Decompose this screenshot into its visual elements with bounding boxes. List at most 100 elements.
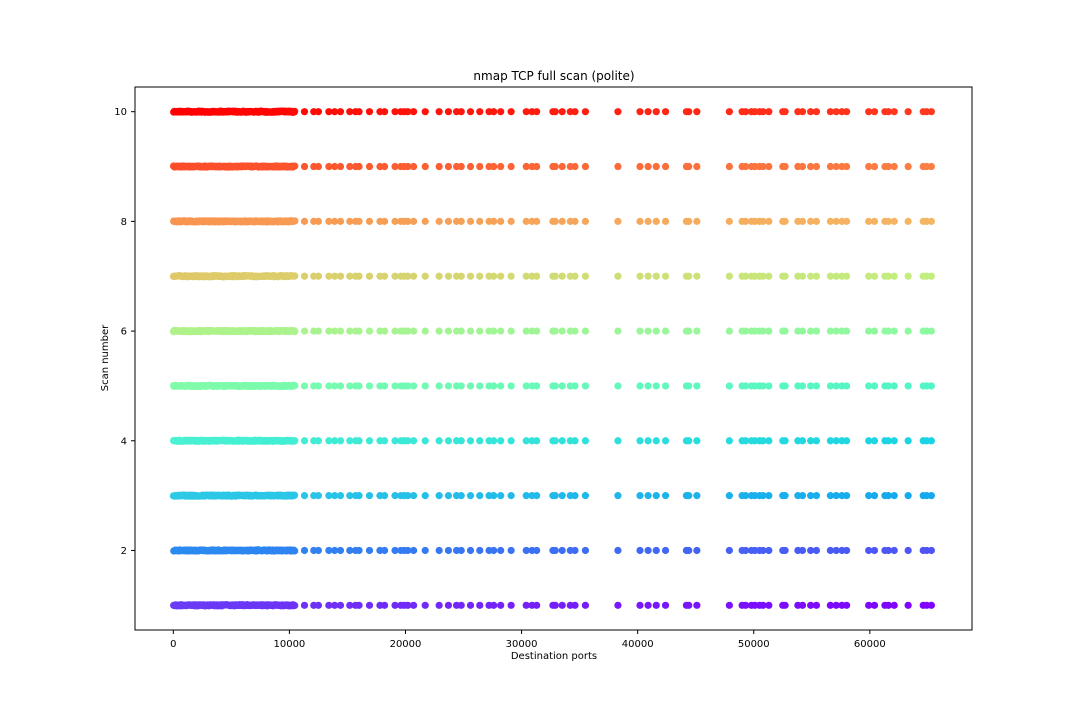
data-point-scan-10	[551, 108, 559, 116]
data-point-scan-4	[742, 437, 750, 445]
y-axis-label: Scan number	[100, 324, 111, 391]
data-point-scan-10	[644, 108, 652, 116]
data-point-scan-2	[826, 546, 834, 555]
data-point-scan-9	[404, 162, 412, 171]
data-point-scan-7	[652, 272, 660, 280]
data-point-scan-7	[457, 272, 465, 280]
data-point-scan-1	[300, 601, 309, 609]
data-point-scan-2	[435, 546, 443, 555]
data-point-scan-4	[346, 437, 354, 445]
data-point-scan-4	[533, 437, 541, 445]
data-point-scan-3	[476, 492, 484, 500]
data-point-scan-8	[759, 217, 767, 225]
data-point-scan-8	[826, 217, 834, 225]
data-point-scan-10	[466, 108, 475, 116]
chart-title: nmap TCP full scan (polite)	[473, 69, 634, 83]
data-point-scan-1	[798, 601, 807, 609]
data-point-scan-3	[890, 492, 898, 500]
data-point-scan-1	[457, 601, 465, 609]
data-point-scan-6	[507, 327, 515, 335]
data-point-scan-8	[661, 217, 670, 225]
x-tick-label: 60000	[854, 639, 886, 650]
data-point-scan-8	[336, 217, 345, 225]
data-point-scan-4	[404, 437, 412, 445]
data-point-scan-1	[636, 601, 644, 609]
data-point-scan-8	[533, 217, 541, 225]
data-point-scan-5	[497, 382, 505, 390]
data-point-scan-3	[571, 492, 579, 500]
data-point-scan-8	[571, 217, 579, 225]
data-point-scan-9	[614, 162, 622, 171]
data-points	[169, 107, 935, 610]
data-point-scan-10	[614, 108, 622, 116]
data-point-scan-6	[884, 327, 893, 335]
data-point-scan-9	[507, 162, 515, 171]
data-point-scan-6	[781, 327, 789, 335]
data-point-scan-6	[865, 327, 873, 335]
data-point-scan-10	[346, 108, 354, 116]
data-point-scan-1	[884, 601, 893, 609]
data-point-scan-10	[444, 108, 453, 116]
data-point-scan-10	[314, 108, 323, 116]
data-point-scan-2	[865, 546, 873, 555]
data-point-scan-4	[466, 437, 475, 445]
data-point-scan-3	[759, 492, 767, 500]
data-point-scan-1	[336, 601, 345, 609]
data-point-scan-6	[742, 327, 750, 335]
data-point-scan-1	[904, 601, 912, 609]
data-point-scan-2	[522, 546, 530, 555]
data-point-scan-1	[466, 601, 475, 609]
data-point-scan-5	[798, 382, 807, 390]
data-point-scan-3	[904, 492, 912, 500]
data-point-scan-3	[421, 492, 429, 500]
data-point-scan-1	[765, 601, 773, 609]
data-point-scan-6	[466, 327, 475, 335]
data-point-scan-5	[380, 382, 389, 390]
data-point-scan-7	[346, 272, 354, 280]
data-point-scan-5	[812, 382, 821, 390]
data-point-scan-2	[497, 546, 505, 555]
data-point-scan-1	[551, 601, 559, 609]
data-point-scan-6	[325, 327, 333, 335]
plot-area-frame	[134, 86, 973, 631]
data-point-scan-3	[865, 492, 873, 500]
data-point-scan-3	[884, 492, 893, 500]
data-point-scan-4	[693, 437, 701, 445]
data-point-scan-4	[300, 437, 309, 445]
data-point-scan-9	[551, 162, 559, 171]
x-tick-label: 10000	[273, 639, 305, 650]
data-point-scan-9	[314, 162, 323, 171]
data-point-scan-1	[781, 601, 789, 609]
data-point-scan-6	[832, 327, 840, 335]
data-point-scan-1	[581, 601, 590, 609]
data-point-scan-9	[661, 162, 670, 171]
data-point-scan-2	[843, 546, 851, 555]
data-point-scan-1	[291, 601, 299, 610]
data-point-scan-4	[652, 437, 660, 445]
data-point-scan-2	[759, 546, 767, 555]
data-point-scan-3	[581, 492, 590, 500]
data-point-scan-9	[798, 162, 807, 171]
data-point-scan-1	[571, 601, 579, 609]
data-point-scan-5	[581, 382, 590, 390]
data-point-scan-9	[581, 162, 590, 171]
data-point-scan-9	[759, 162, 767, 171]
data-point-scan-10	[798, 108, 807, 116]
data-point-scan-9	[325, 162, 333, 171]
data-point-scan-6	[807, 327, 815, 335]
data-point-scan-9	[832, 162, 840, 171]
data-point-scan-6	[685, 327, 693, 335]
data-point-scan-3	[742, 492, 750, 500]
data-point-scan-8	[300, 217, 309, 225]
data-point-scan-9	[336, 162, 345, 171]
data-point-scan-3	[661, 492, 670, 500]
data-point-scan-4	[807, 437, 815, 445]
data-point-scan-6	[759, 327, 767, 335]
data-point-scan-7	[551, 272, 559, 280]
data-point-scan-7	[807, 272, 815, 280]
data-point-scan-9	[380, 162, 389, 171]
data-point-scan-2	[614, 546, 622, 555]
data-point-scan-4	[444, 437, 453, 445]
data-point-scan-7	[291, 272, 299, 280]
data-point-scan-2	[507, 546, 515, 555]
